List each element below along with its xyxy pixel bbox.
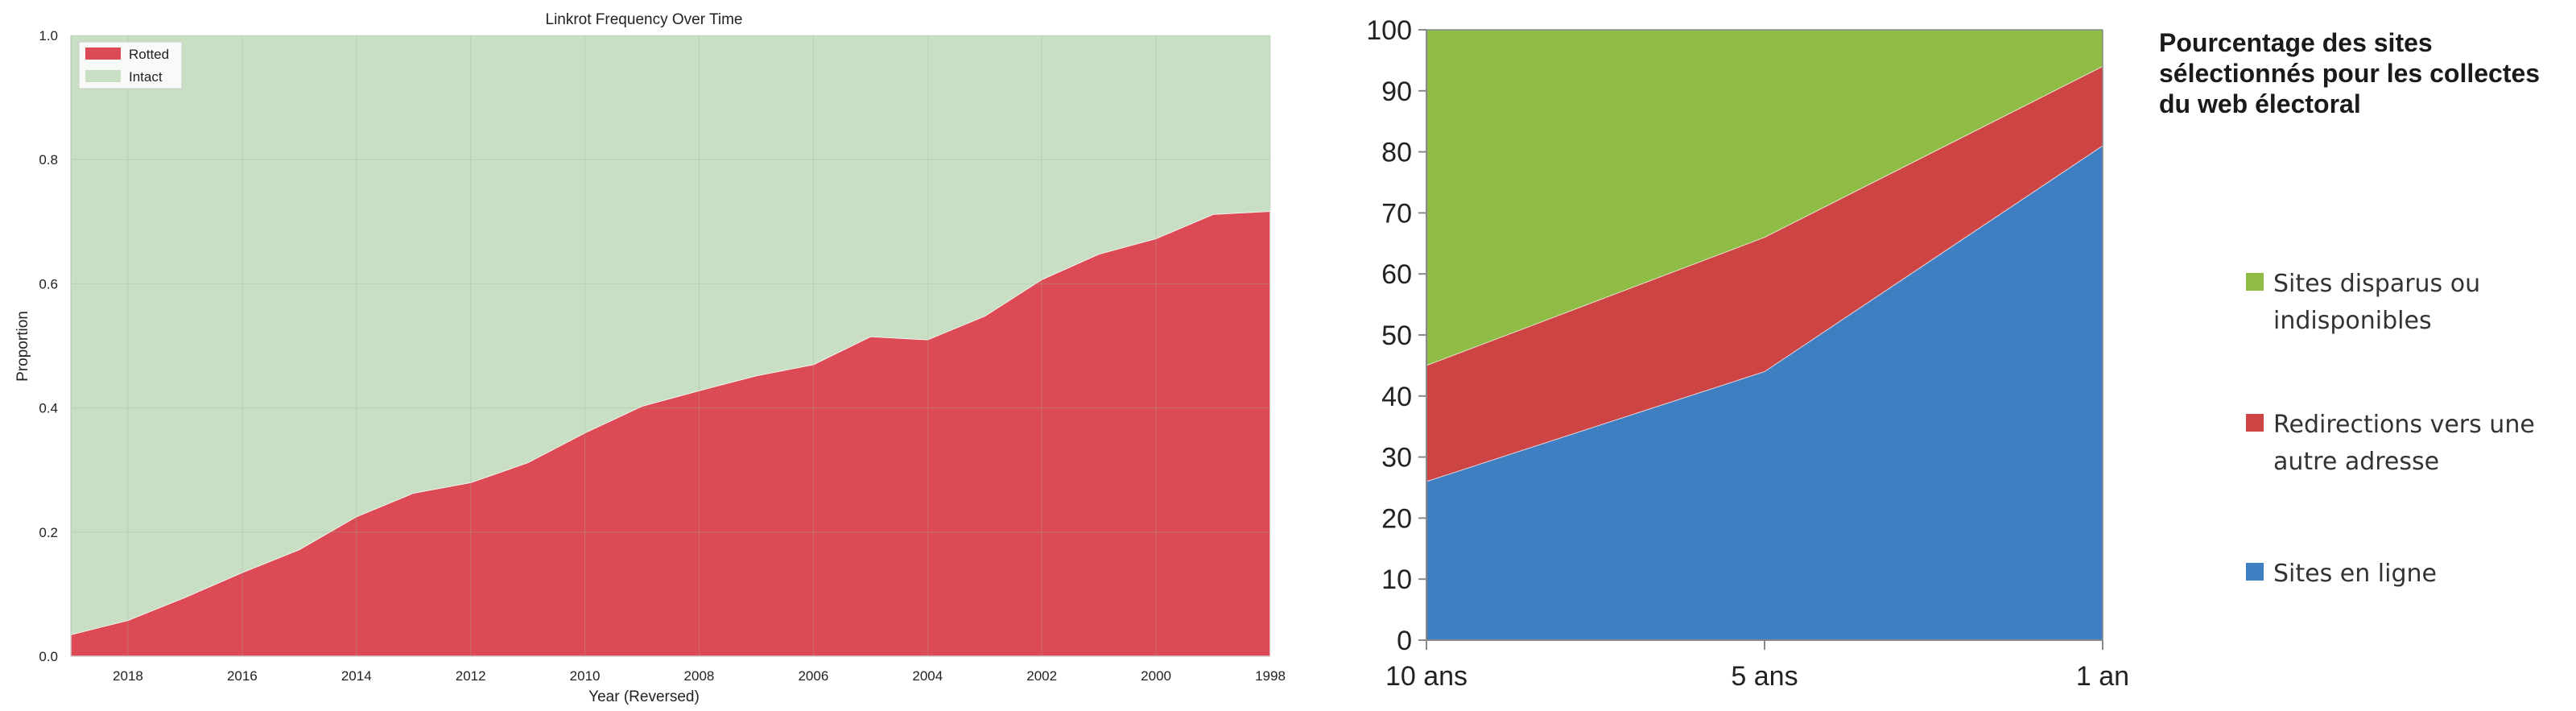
y-tick-label: 0.0 — [39, 649, 58, 664]
web-electoral-axes: 0 10 20 30 40 50 60 70 80 90 100 10 ans 5 ans 1 an — [1366, 15, 2129, 692]
legend-label-line: indisponibles — [2273, 307, 2432, 335]
linkrot-plot-area — [70, 35, 1271, 657]
y-tick-label: 60 — [1381, 259, 1412, 290]
y-tick-label: 0.8 — [39, 152, 58, 167]
web-electoral-chart: 0 10 20 30 40 50 60 70 80 90 100 10 ans 5 ans 1 an — [1366, 15, 2129, 692]
x-tick-label: 2018 — [113, 668, 143, 684]
legend-label-line: autre adresse — [2273, 448, 2440, 476]
area-intact — [71, 35, 1270, 635]
legend-label: Sites en ligne — [2273, 556, 2437, 593]
x-tick-label: 1 an — [2076, 661, 2129, 692]
y-tick-label: 30 — [1381, 443, 1412, 473]
y-tick-label: 0.2 — [39, 525, 58, 540]
y-tick-label: 40 — [1381, 382, 1412, 412]
y-tick-label: 80 — [1381, 138, 1412, 168]
legend-item: Sites disparus ou indisponibles — [2246, 266, 2568, 340]
y-tick-label: 100 — [1366, 15, 1412, 46]
legend-label-line: Redirections vers une — [2273, 411, 2535, 439]
legend-swatch-intact — [85, 70, 121, 82]
x-tick-label: 2008 — [684, 668, 715, 684]
y-tick-label: 0.6 — [39, 276, 58, 291]
linkrot-gridlines — [71, 35, 1271, 657]
legend-label-line: Sites disparus ou — [2273, 270, 2481, 298]
chart-title: Linkrot Frequency Over Time — [546, 11, 743, 28]
x-tick-label: 2002 — [1026, 668, 1057, 684]
legend-label: Redirections vers une autre adresse — [2273, 407, 2535, 481]
x-axis-label: Year (Reversed) — [588, 688, 700, 705]
x-tick-label: 2014 — [341, 668, 372, 684]
y-tick-label: 20 — [1381, 503, 1412, 534]
y-tick-label: 50 — [1381, 320, 1412, 351]
x-tick-label: 2012 — [456, 668, 486, 684]
legend-item: Redirections vers une autre adresse — [2246, 407, 2568, 481]
legend-swatch — [2246, 563, 2264, 581]
y-tick-label: 0.4 — [39, 401, 58, 416]
legend-swatch-rotted — [85, 48, 121, 60]
legend-label-intact: Intact — [129, 69, 163, 85]
x-tick-label: 1998 — [1255, 668, 1286, 684]
x-tick-label: 2004 — [912, 668, 943, 684]
y-tick-label: 10 — [1381, 564, 1412, 595]
legend-label-line: Sites en ligne — [2273, 560, 2437, 588]
y-tick-label: 70 — [1381, 198, 1412, 229]
x-tick-label: 10 ans — [1385, 661, 1468, 692]
y-tick-label: 0 — [1397, 626, 1412, 656]
legend-item: Sites en ligne — [2246, 556, 2568, 593]
linkrot-chart: 2018 2016 2014 2012 2010 2008 2006 2004 2002 2000… — [14, 11, 1286, 705]
legend-swatch — [2246, 414, 2264, 432]
x-tick-label: 2000 — [1141, 668, 1171, 684]
x-tick-label: 2006 — [798, 668, 828, 684]
x-tick-label: 5 ans — [1731, 661, 1798, 692]
linkrot-legend: Rotted Intact — [78, 41, 183, 89]
y-axis-label: Proportion — [14, 311, 31, 382]
x-tick-label: 2010 — [570, 668, 601, 684]
legend-label: Sites disparus ou indisponibles — [2273, 266, 2480, 340]
web-electoral-plot-area — [1426, 29, 2103, 641]
chart-title: Pourcentage des sites sélectionnés pour … — [2159, 28, 2541, 118]
legend-swatch — [2246, 273, 2264, 291]
y-tick-label: 1.0 — [39, 28, 58, 43]
legend-label-rotted: Rotted — [129, 47, 169, 62]
x-tick-label: 2016 — [227, 668, 258, 684]
y-tick-label: 90 — [1381, 76, 1412, 107]
linkrot-axes: 2018 2016 2014 2012 2010 2008 2006 2004 2002 2000… — [39, 28, 1286, 684]
